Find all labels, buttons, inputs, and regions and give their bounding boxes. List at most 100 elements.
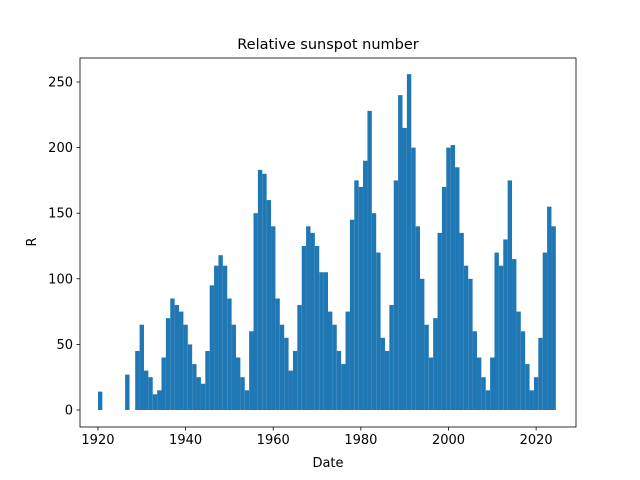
bar — [376, 252, 381, 410]
y-tick-label: 150 — [48, 207, 73, 222]
bar — [235, 357, 241, 410]
bar — [271, 226, 276, 410]
bar — [494, 252, 499, 410]
bar — [165, 318, 171, 410]
bar — [135, 350, 140, 410]
bar — [97, 391, 103, 410]
bar — [231, 324, 236, 410]
bar — [481, 377, 486, 410]
bar — [218, 255, 223, 410]
bar — [485, 390, 491, 410]
bar — [152, 394, 158, 410]
bar — [214, 265, 219, 410]
bar — [306, 226, 311, 410]
bar — [420, 278, 425, 410]
bar — [358, 186, 364, 410]
y-tick-label: 0 — [65, 403, 73, 418]
bar — [292, 350, 298, 410]
bar — [393, 180, 399, 410]
bar — [406, 74, 412, 410]
bar — [529, 390, 534, 410]
bar — [450, 144, 456, 410]
x-tick-label: 1980 — [344, 433, 377, 448]
bar — [170, 298, 175, 410]
bar — [148, 377, 153, 410]
bar — [310, 232, 315, 410]
chart-title: Relative sunspot number — [237, 37, 419, 53]
bar — [314, 246, 320, 410]
bar — [459, 232, 464, 410]
bar — [332, 324, 337, 410]
bar — [547, 206, 552, 410]
x-tick-label: 1960 — [257, 433, 290, 448]
bar — [279, 324, 285, 410]
bar — [525, 364, 530, 410]
bar — [371, 213, 377, 410]
bar — [222, 265, 228, 410]
bar — [288, 370, 293, 410]
bar — [139, 324, 144, 410]
bar — [200, 383, 206, 410]
bar — [424, 324, 429, 410]
bar — [363, 160, 368, 410]
bar — [533, 377, 539, 410]
y-tick-label: 100 — [48, 272, 73, 287]
bar — [297, 305, 302, 410]
bar — [446, 147, 451, 410]
bar — [336, 350, 342, 410]
bar — [380, 337, 385, 410]
bar — [512, 259, 517, 410]
bar — [323, 272, 328, 410]
bar — [179, 311, 184, 410]
bar — [301, 246, 307, 410]
bar — [367, 110, 372, 410]
bar — [209, 285, 215, 410]
bar — [476, 357, 482, 410]
y-tick-label: 200 — [48, 141, 73, 156]
bar — [516, 311, 521, 410]
x-tick-label: 2020 — [520, 433, 553, 448]
bar — [157, 390, 162, 410]
x-axis-label: Date — [312, 456, 343, 471]
bar — [244, 390, 250, 410]
bar — [349, 219, 355, 410]
x-tick-label: 2000 — [432, 433, 465, 448]
y-tick-label: 250 — [48, 76, 73, 91]
bar — [354, 180, 359, 410]
y-tick-label: 50 — [56, 338, 73, 353]
bar — [284, 337, 289, 410]
bar — [538, 337, 543, 410]
bar — [437, 232, 442, 410]
bar — [319, 272, 324, 410]
bar — [428, 357, 434, 410]
bar — [227, 298, 232, 410]
bar — [187, 344, 193, 410]
plot-frame — [79, 57, 577, 428]
bar — [262, 173, 267, 410]
bar — [433, 318, 438, 410]
bar — [125, 374, 130, 410]
x-tick-label: 1920 — [81, 433, 114, 448]
bar — [503, 239, 508, 410]
bar — [472, 331, 477, 410]
bar — [253, 213, 258, 410]
bar — [249, 331, 254, 410]
bar — [345, 311, 350, 410]
bar — [341, 364, 346, 410]
bar — [415, 226, 421, 410]
y-axis-label: R — [25, 237, 40, 246]
bar — [441, 186, 447, 410]
bar — [196, 377, 201, 410]
bar — [463, 265, 469, 410]
bar — [143, 370, 149, 410]
bar — [402, 127, 407, 410]
bar — [507, 180, 513, 410]
bar — [411, 147, 416, 410]
bar — [161, 357, 166, 410]
bar — [468, 278, 473, 410]
bar — [174, 305, 180, 410]
bar — [498, 265, 504, 410]
bar — [398, 95, 403, 410]
bar — [542, 252, 548, 410]
